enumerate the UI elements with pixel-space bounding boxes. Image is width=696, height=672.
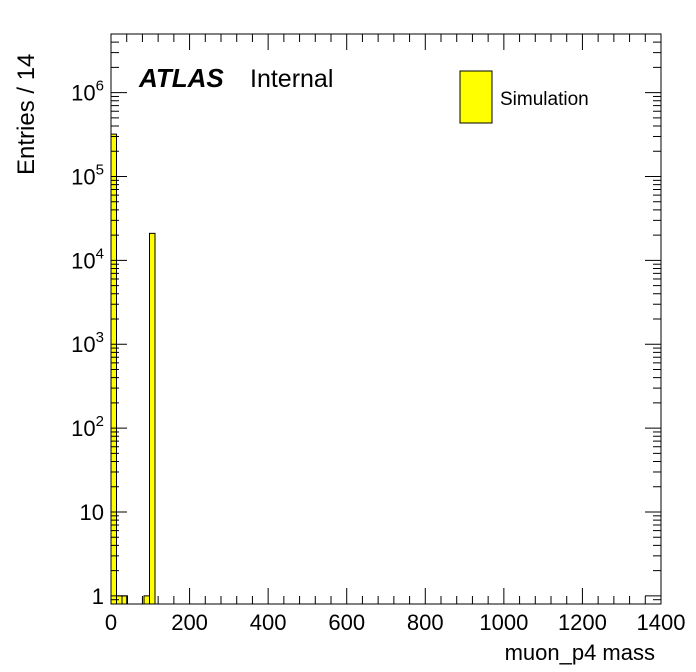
x-tick-labels: 0 200 400 600 800 1000 1200 1400 [105, 610, 686, 635]
x-axis-label: muon_p4 mass [505, 640, 655, 665]
y-tick-label: 105 [71, 162, 104, 190]
y-tick-label: 106 [71, 78, 104, 106]
y-tick-label: 102 [71, 413, 104, 441]
y-tick-label: 104 [71, 245, 104, 273]
x-tick-label: 200 [171, 610, 208, 635]
y-tick-label: 1 [92, 584, 104, 609]
legend-label-simulation: Simulation [500, 89, 589, 110]
histogram-bar [149, 232, 156, 605]
x-tick-label: 1400 [637, 610, 686, 635]
atlas-label: ATLAS [138, 63, 224, 93]
x-tick-label: 400 [250, 610, 287, 635]
plot-frame [110, 33, 662, 605]
x-tick-label: 800 [407, 610, 444, 635]
y-tick-label: 10 [80, 500, 104, 525]
x-tick-label: 0 [105, 610, 117, 635]
legend-swatch-simulation [459, 70, 493, 124]
y-axis-label: Entries / 14 [13, 54, 40, 175]
y-tick-label: 103 [71, 329, 104, 357]
atlas-status-label: Internal [250, 65, 333, 93]
x-tick-label: 600 [328, 610, 365, 635]
histogram-bar [143, 595, 150, 605]
x-tick-label: 1000 [479, 610, 528, 635]
axis-ticks [110, 33, 662, 605]
y-tick-labels: 1 10 102 103 104 105 106 [71, 78, 104, 609]
x-tick-label: 1200 [558, 610, 607, 635]
